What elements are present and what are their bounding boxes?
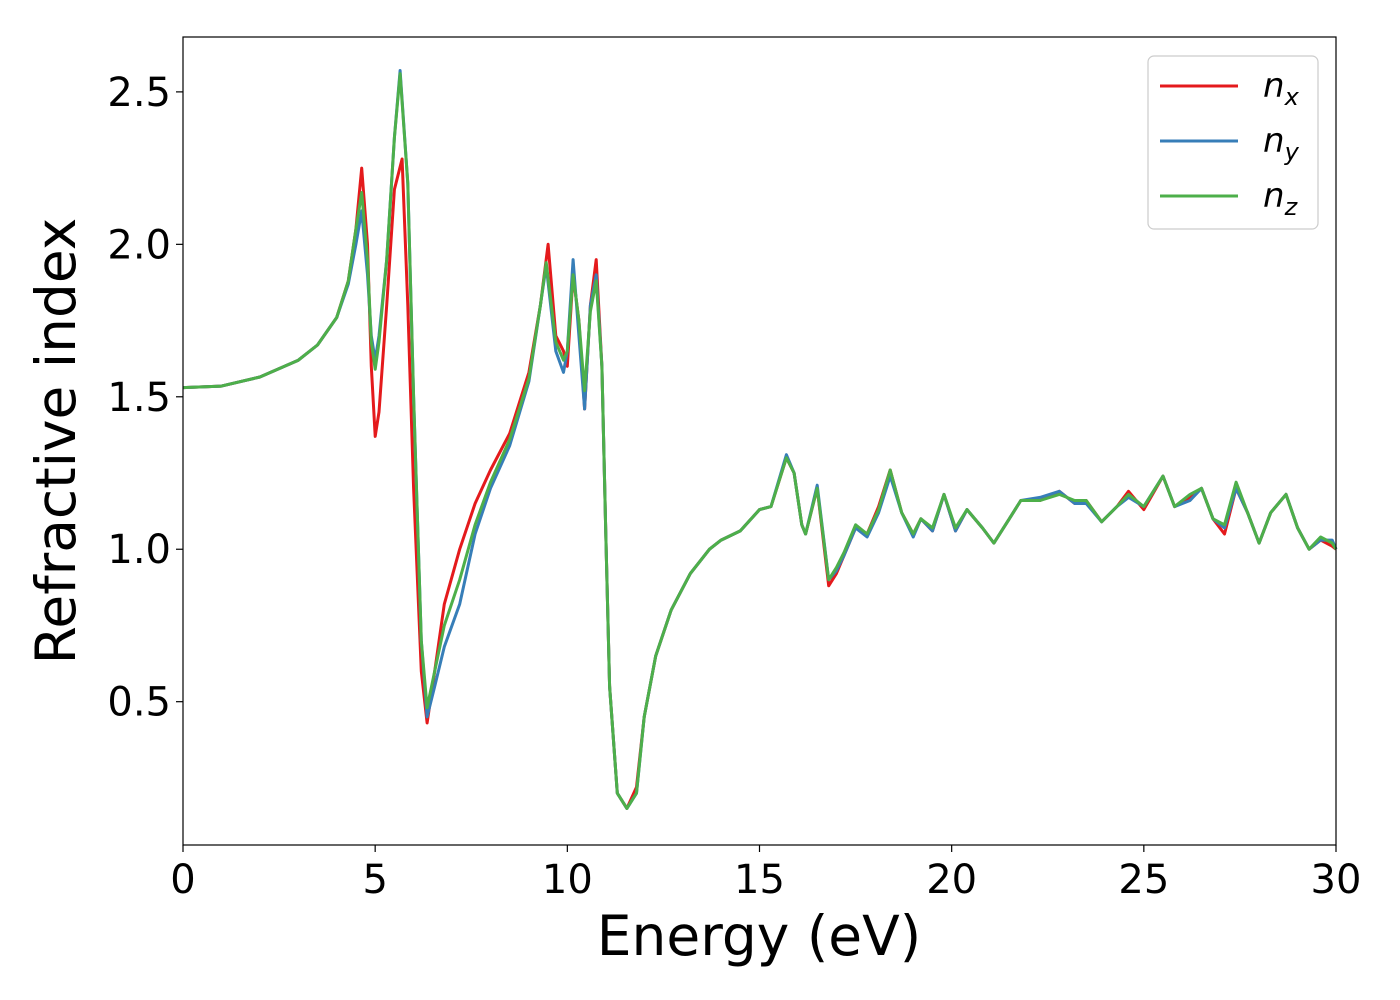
series-line-nx bbox=[182, 157, 1337, 810]
legend-label-nx: nx bbox=[1263, 66, 1300, 111]
x-axis-ticks: 0 5 10 15 20 25 30 bbox=[170, 845, 1361, 903]
x-tick-label: 25 bbox=[1118, 857, 1169, 903]
y-tick-label: 2.0 bbox=[107, 222, 171, 268]
x-tick-label: 30 bbox=[1311, 857, 1362, 903]
legend-label-ny: ny bbox=[1263, 121, 1300, 166]
y-axis-ticks: 0.5 1.0 1.5 2.0 2.5 bbox=[107, 70, 183, 726]
x-tick-label: 15 bbox=[734, 857, 785, 903]
y-tick-label: 2.5 bbox=[107, 70, 171, 116]
x-tick-label: 10 bbox=[542, 857, 593, 903]
series-line-nz bbox=[182, 72, 1338, 810]
series-layer bbox=[182, 69, 1338, 810]
y-tick-label: 1.0 bbox=[107, 527, 171, 573]
x-tick-label: 5 bbox=[362, 857, 387, 903]
y-tick-label: 1.5 bbox=[107, 375, 171, 421]
y-axis-label: Refractive index bbox=[24, 218, 88, 665]
x-tick-label: 0 bbox=[170, 857, 195, 903]
y-tick-label: 0.5 bbox=[107, 680, 171, 726]
x-axis-label: Energy (eV) bbox=[597, 904, 921, 968]
x-tick-label: 20 bbox=[926, 857, 977, 903]
